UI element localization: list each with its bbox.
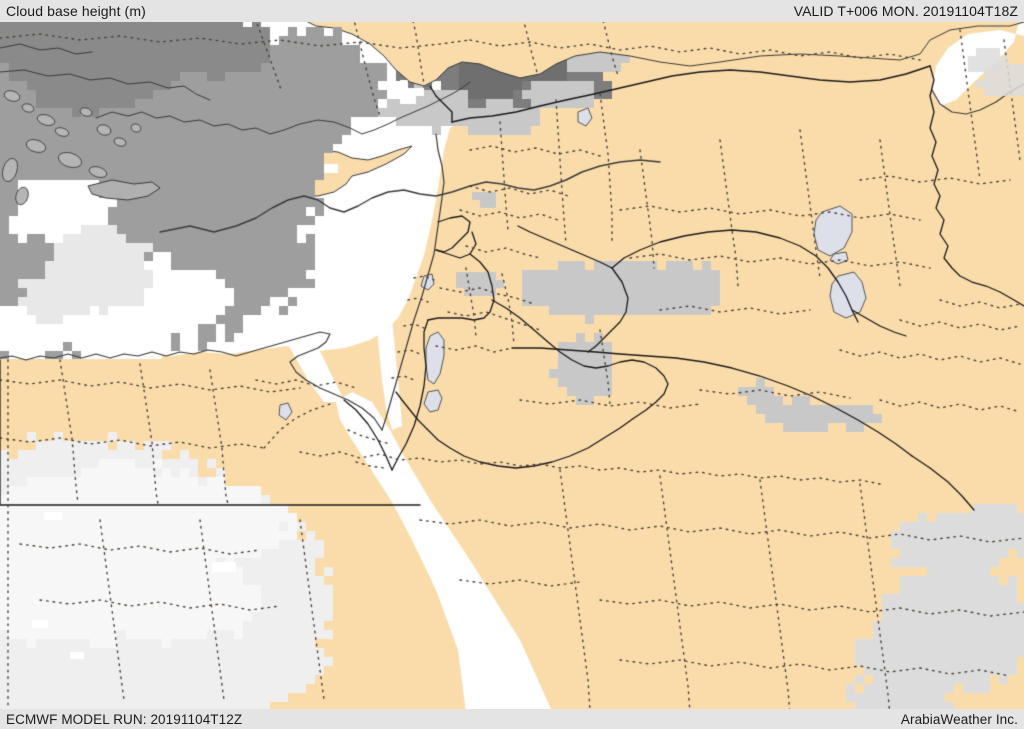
page-title: Cloud base height (m) [6, 3, 146, 19]
attribution-label: ArabiaWeather Inc. [900, 711, 1018, 727]
valid-time-label: VALID T+006 MON. 20191104T18Z [793, 3, 1018, 19]
header-bar: Cloud base height (m) VALID T+006 MON. 2… [0, 0, 1024, 22]
model-run-label: ECMWF MODEL RUN: 20191104T12Z [6, 711, 243, 727]
footer-bar: ECMWF MODEL RUN: 20191104T12Z ArabiaWeat… [0, 709, 1024, 729]
